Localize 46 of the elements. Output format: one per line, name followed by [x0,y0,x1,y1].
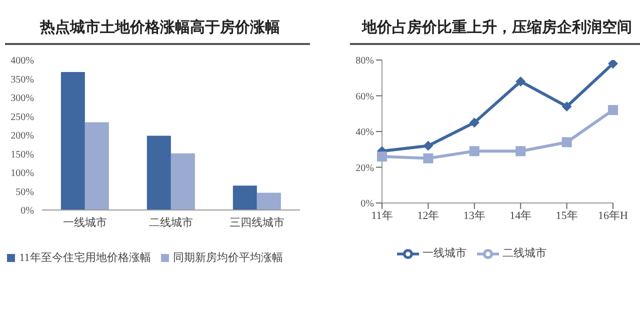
y-tick-label: 0% [20,206,34,217]
point [469,118,480,128]
y-tick-label: 100% [10,168,34,180]
y-tick-label: 150% [10,149,34,160]
point [516,76,526,86]
legend-label: 二线城市 [502,248,546,260]
chart-title: 热点城市土地价格涨幅高于房价涨幅 [38,18,281,37]
y-tick-label: 20% [356,162,374,174]
y-tick-label: 200% [10,130,34,142]
bar [256,192,281,210]
legend-label: 同期新房均价平均涨幅 [172,252,283,264]
point [608,105,618,116]
x-tick-label: 12年 [417,210,440,222]
chart-title: 地价占房价比重上升，压缩房企利润空间 [360,18,633,37]
point [608,60,618,69]
bar [84,122,109,210]
y-tick-label: 0% [360,198,374,210]
legend-label: 一线城市 [422,248,466,260]
x-tick-label: 二线城市 [149,216,193,229]
point [469,146,480,156]
y-tick-label: 400% [10,56,34,67]
x-tick-label: 14年 [510,210,532,222]
x-tick-label: 15年 [556,210,578,222]
y-tick-label: 40% [356,127,374,138]
x-tick-label: 16年H [598,210,628,222]
x-tick-label: 11年 [371,210,393,222]
y-tick-label: 60% [356,91,374,102]
y-tick-label: 80% [356,56,374,67]
legend-label: 11年至今住宅用地价格涨幅 [19,252,151,264]
point [562,137,572,148]
point [516,146,526,156]
y-tick-label: 350% [10,74,34,86]
x-tick-label: 13年 [463,210,486,222]
point [377,152,387,162]
y-tick-label: 250% [10,112,34,123]
bar [60,72,85,210]
bar [232,186,257,210]
y-tick-label: 300% [10,93,34,104]
point [423,153,434,164]
y-tick-label: 50% [16,186,34,198]
point [423,140,434,151]
bar [170,153,195,210]
x-tick-label: 一线城市 [63,216,107,229]
x-tick-label: 三四线城市 [230,216,284,229]
point [562,101,572,112]
bar [146,136,171,210]
